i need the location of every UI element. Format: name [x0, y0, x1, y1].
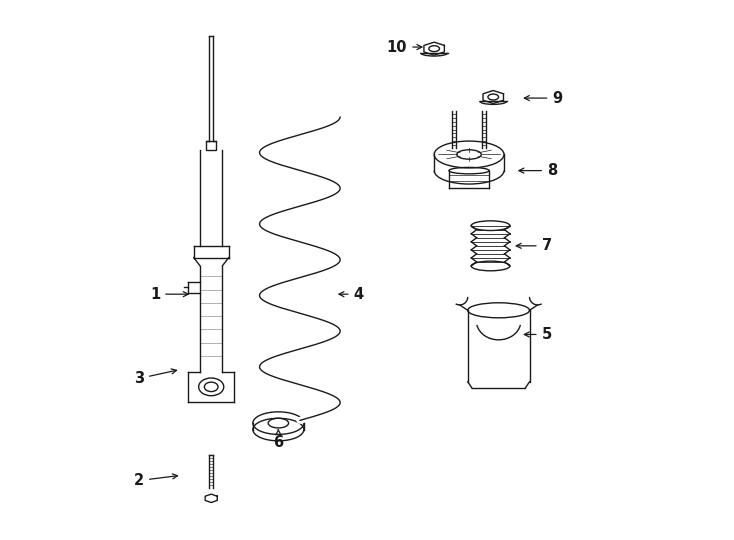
- Text: 6: 6: [273, 430, 283, 450]
- Bar: [206, 141, 216, 150]
- Text: 5: 5: [524, 327, 552, 342]
- Text: 10: 10: [387, 39, 422, 55]
- Text: 9: 9: [524, 91, 562, 106]
- Text: 2: 2: [134, 473, 178, 488]
- Text: 3: 3: [134, 369, 176, 386]
- Text: 1: 1: [150, 287, 188, 302]
- Text: 8: 8: [519, 163, 557, 178]
- Text: 7: 7: [516, 238, 552, 253]
- Text: 4: 4: [339, 287, 363, 302]
